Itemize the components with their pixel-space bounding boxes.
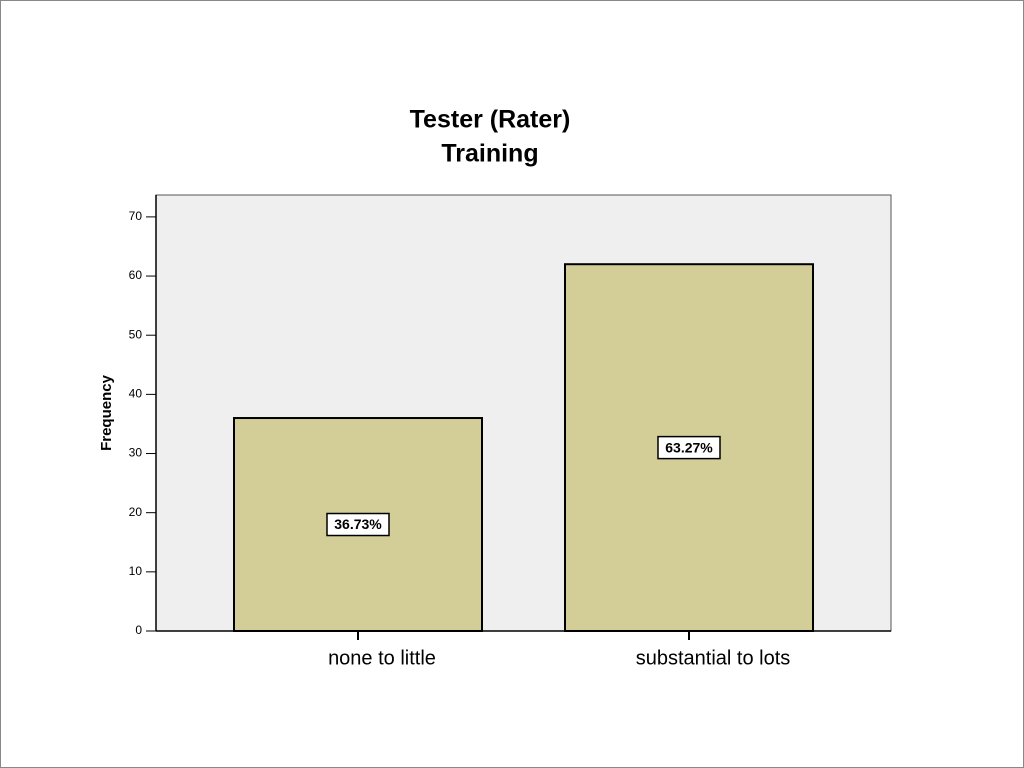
x-tick-label: substantial to lots xyxy=(636,647,791,669)
y-tick-label: 0 xyxy=(135,623,142,637)
data-label-box xyxy=(326,512,390,537)
x-tick-label: none to little xyxy=(328,647,436,669)
y-tick-label: 10 xyxy=(129,564,143,578)
y-tick-label: 60 xyxy=(129,268,143,282)
chart-title: Tester (Rater) xyxy=(410,106,571,134)
y-tick-label: 50 xyxy=(129,327,143,341)
y-tick-label: 70 xyxy=(129,209,143,223)
y-tick-label: 30 xyxy=(129,446,143,460)
data-label-box xyxy=(657,435,721,460)
data-label: 36.73% xyxy=(334,516,382,532)
y-axis-label: Frequency xyxy=(98,374,115,451)
y-tick-label: 40 xyxy=(129,387,143,401)
chart-title: Training xyxy=(441,140,538,168)
y-tick-label: 20 xyxy=(129,505,143,519)
data-label: 63.27% xyxy=(665,439,713,455)
